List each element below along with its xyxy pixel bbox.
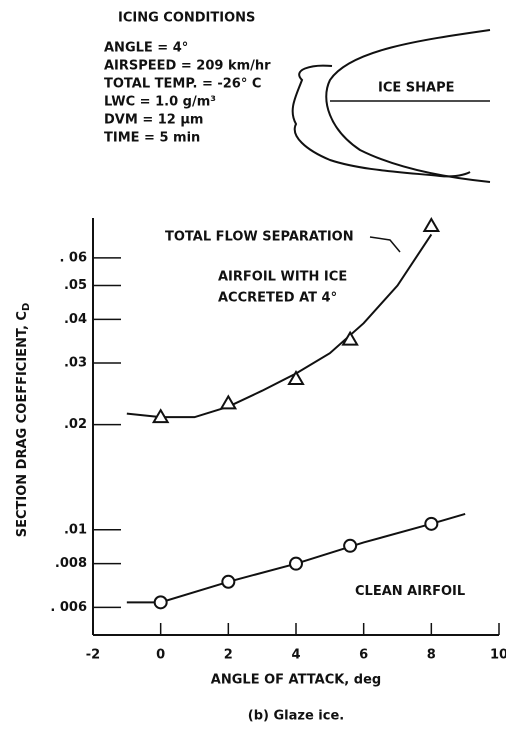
y-tick-label: . 006 bbox=[50, 600, 87, 615]
x-tick-label: -2 bbox=[86, 648, 100, 663]
x-tick-label: 4 bbox=[291, 648, 300, 663]
circle-marker bbox=[153, 595, 168, 610]
y-tick-label: .04 bbox=[64, 312, 87, 327]
y-tick-label: .05 bbox=[64, 278, 87, 293]
y-axis-label: SECTION DRAG COEFFICIENT, CD bbox=[15, 303, 33, 538]
y-tick-label: .01 bbox=[64, 522, 87, 537]
y-tick-label: .008 bbox=[55, 556, 87, 571]
y-tick-label: .03 bbox=[64, 356, 87, 371]
annotation: TOTAL FLOW SEPARATION bbox=[165, 230, 354, 245]
conditions-title: ICING CONDITIONS bbox=[118, 11, 255, 26]
caption: (b) Glaze ice. bbox=[248, 709, 344, 724]
condition: AIRSPEED = 209 km/hr bbox=[104, 59, 271, 74]
condition: TIME = 5 min bbox=[104, 131, 200, 146]
x-tick-label: 6 bbox=[359, 648, 368, 663]
x-tick-label: 10 bbox=[490, 648, 506, 663]
annotation: AIRFOIL WITH ICE bbox=[218, 270, 347, 285]
shape-label: ICE SHAPE bbox=[378, 81, 455, 96]
x-tick-label: 8 bbox=[427, 648, 436, 663]
series-label: CLEAN AIRFOIL bbox=[355, 584, 465, 599]
leader-line bbox=[369, 236, 401, 253]
circle-marker bbox=[221, 574, 236, 589]
condition: DVM = 12 μm bbox=[104, 113, 203, 128]
y-tick-label: . 06 bbox=[59, 250, 87, 265]
circle-marker bbox=[289, 556, 303, 571]
y-tick-label: .02 bbox=[64, 417, 87, 432]
condition: ANGLE = 4° bbox=[104, 41, 188, 56]
triangle-marker bbox=[219, 394, 238, 410]
x-tick-label: 0 bbox=[156, 648, 165, 663]
fit-curve bbox=[126, 233, 433, 419]
conditions: ANGLE = 4° AIRSPEED = 209 km/hr TOTAL TEMP… bbox=[104, 41, 271, 146]
circle-marker bbox=[424, 516, 439, 531]
circle-marker bbox=[343, 538, 358, 553]
condition: TOTAL TEMP. = -26° C bbox=[104, 77, 261, 92]
annotation: ACCRETED AT 4° bbox=[218, 291, 337, 306]
triangle-marker bbox=[287, 370, 305, 386]
airfoil-outline bbox=[325, 29, 491, 183]
condition: LWC = 1.0 g/m³ bbox=[104, 95, 216, 110]
x-tick-label: 2 bbox=[224, 648, 233, 663]
triangle-marker bbox=[422, 217, 441, 232]
triangle-marker bbox=[341, 330, 359, 346]
x-axis-label: ANGLE OF ATTACK, deg bbox=[211, 673, 381, 688]
triangle-marker bbox=[151, 408, 170, 424]
ice-outline bbox=[291, 64, 471, 178]
